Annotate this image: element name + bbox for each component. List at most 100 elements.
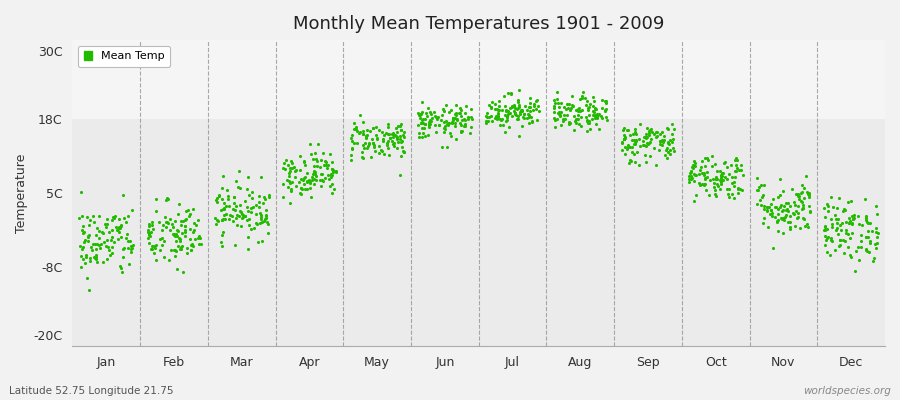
Point [580, 127, 594, 134]
Point [307, 181, 321, 188]
Point [249, 210, 264, 217]
Point [556, 115, 571, 122]
Point [377, 151, 392, 157]
Point [565, 93, 580, 100]
Point [99, 224, 113, 230]
Point [454, 128, 469, 134]
Point [586, 94, 600, 100]
Point [695, 170, 709, 176]
Point [709, 174, 724, 181]
Point [415, 99, 429, 105]
Point [480, 114, 494, 120]
Point [219, 203, 233, 210]
Point [166, 231, 180, 237]
Point [421, 119, 436, 125]
Point [191, 235, 205, 242]
Point [322, 151, 337, 157]
Point [77, 236, 92, 243]
Point [616, 136, 631, 142]
Point [418, 121, 432, 127]
Point [719, 186, 733, 192]
Point [729, 168, 743, 174]
Point [304, 194, 319, 200]
Point [444, 132, 458, 139]
Point [563, 107, 578, 113]
Point [480, 110, 494, 116]
Point [695, 181, 709, 188]
Point [314, 182, 328, 189]
Point [95, 230, 110, 236]
Point [449, 110, 464, 116]
Point [359, 132, 374, 139]
Point [511, 99, 526, 106]
Point [824, 238, 839, 244]
Point [511, 102, 526, 108]
Point [731, 185, 745, 191]
Point [795, 206, 809, 212]
Point [457, 116, 472, 122]
Point [213, 207, 228, 213]
Point [421, 121, 436, 128]
Point [116, 254, 130, 260]
Point [483, 104, 498, 111]
Point [491, 111, 505, 117]
Point [688, 178, 702, 184]
Point [284, 186, 298, 192]
Point [820, 226, 834, 232]
Point [162, 257, 176, 264]
Point [481, 118, 495, 124]
Point [315, 177, 329, 184]
Point [86, 241, 100, 247]
Point [826, 204, 841, 211]
Point [282, 162, 296, 168]
Point [845, 230, 859, 236]
Point [74, 188, 88, 195]
Point [325, 181, 339, 187]
Point [235, 210, 249, 217]
Point [556, 104, 571, 110]
Point [571, 112, 585, 118]
Point [300, 178, 314, 185]
Point [726, 183, 741, 189]
Point [438, 102, 453, 108]
Point [413, 115, 428, 122]
Point [436, 129, 451, 135]
Point [839, 227, 853, 233]
Point [495, 107, 509, 114]
Point [119, 219, 133, 226]
Point [488, 114, 502, 121]
Point [583, 100, 598, 107]
Point [499, 118, 513, 124]
Point [771, 206, 786, 213]
Point [211, 218, 225, 224]
Point [328, 168, 342, 174]
Point [581, 104, 596, 110]
Point [783, 213, 797, 220]
Point [756, 220, 770, 226]
Point [625, 136, 639, 143]
Point [625, 144, 639, 150]
Point [295, 186, 310, 192]
Point [692, 180, 706, 186]
Point [708, 191, 723, 197]
Point [717, 159, 732, 165]
Point [818, 224, 832, 230]
Point [688, 163, 702, 169]
Point [167, 218, 182, 224]
Point [96, 238, 111, 245]
Point [166, 230, 181, 237]
Point [655, 129, 670, 135]
Point [304, 151, 319, 158]
Point [854, 238, 868, 244]
Point [665, 131, 680, 138]
Point [298, 186, 312, 192]
Point [123, 246, 138, 252]
Point [792, 196, 806, 203]
Point [372, 143, 386, 150]
Point [709, 168, 724, 174]
Point [214, 184, 229, 191]
Point [868, 245, 883, 252]
Point [702, 192, 716, 198]
Point [498, 129, 512, 136]
Point [143, 246, 157, 252]
